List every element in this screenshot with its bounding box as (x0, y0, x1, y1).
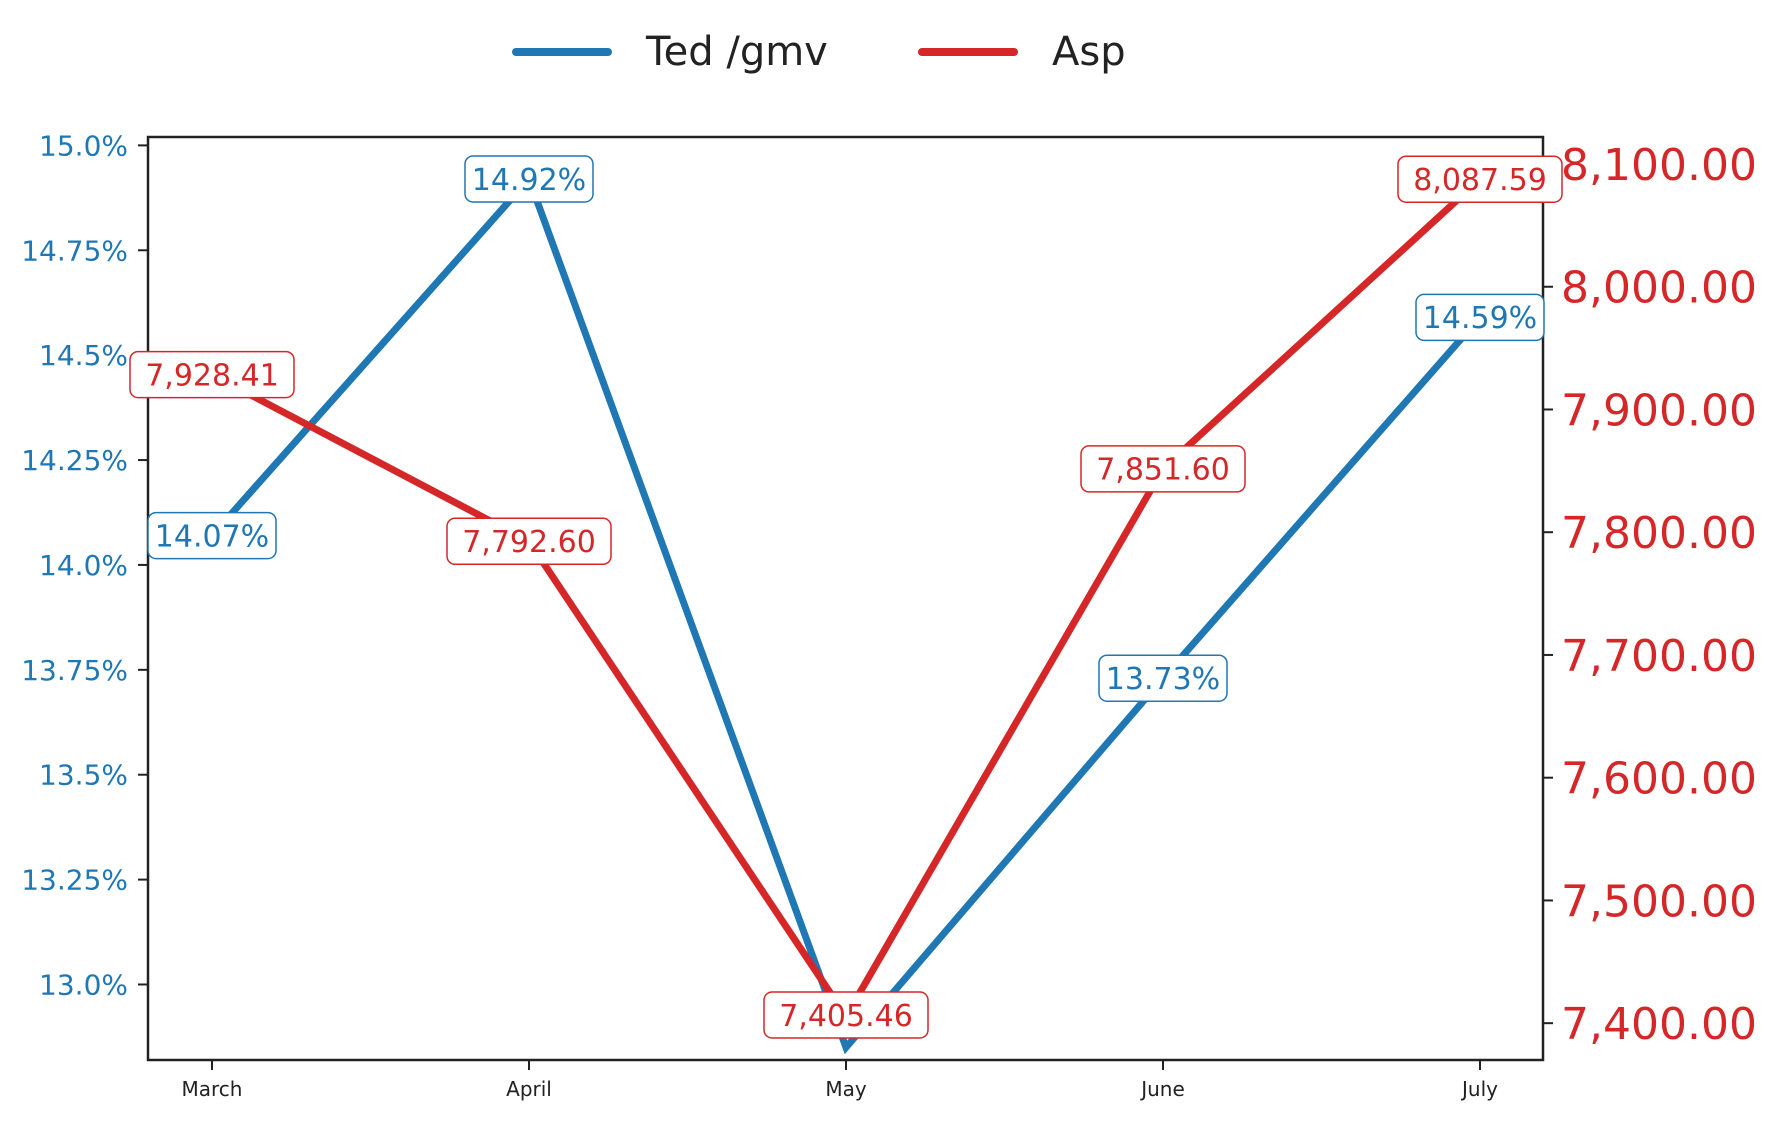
data-label-ted-gmv: 14.92% (464, 155, 594, 203)
right-axis-tick-label: 7,900.00 (1561, 385, 1757, 436)
left-axis-tick-label: 13.5% (39, 759, 128, 792)
right-axis-tick-label: 7,600.00 (1561, 754, 1757, 805)
data-label-asp: 7,405.46 (763, 991, 929, 1039)
left-axis-tick-label: 13.75% (21, 654, 128, 687)
x-axis-tick-label: March (182, 1077, 243, 1101)
legend: Ted /gmv Asp (0, 22, 1772, 82)
series-line-0 (209, 172, 1483, 1055)
data-label-asp: 7,851.60 (1080, 445, 1246, 493)
data-label-ted-gmv-box (464, 155, 594, 203)
data-label-asp-text: 7,851.60 (1096, 453, 1230, 488)
left-axis-tick-label: 14.5% (39, 339, 128, 372)
data-label-ted-gmv-box (1098, 654, 1228, 702)
data-label-asp-box (763, 991, 929, 1039)
data-label-ted-gmv-box (1415, 293, 1545, 342)
legend-label-ted-gmv: Ted /gmv (646, 29, 828, 75)
data-label-ted-gmv: 13.73% (1098, 654, 1228, 702)
legend-item-asp: Asp (918, 22, 1126, 82)
data-label-asp-text: 8,087.59 (1413, 163, 1547, 198)
data-label-asp-box (129, 350, 295, 399)
data-label-asp-box (446, 517, 612, 566)
left-axis-tick-label: 14.25% (21, 444, 128, 477)
legend-item-ted-gmv: Ted /gmv (512, 22, 828, 82)
data-label-asp: 7,928.41 (129, 350, 295, 399)
data-label-ted-gmv-box (147, 511, 277, 560)
x-axis-tick-label: June (1139, 1077, 1185, 1101)
x-axis-tick-label: May (825, 1077, 867, 1101)
data-label-ted-gmv-text: 13.73% (1106, 662, 1220, 697)
left-axis-tick-label: 14.0% (39, 549, 128, 582)
data-label-asp-text: 7,405.46 (779, 999, 913, 1034)
data-label-ted-gmv-text: 14.59% (1423, 301, 1537, 336)
x-axis-tick-label: July (1460, 1077, 1498, 1101)
data-label-asp: 7,792.60 (446, 517, 612, 566)
right-axis-tick-label: 7,400.00 (1561, 999, 1757, 1050)
data-label-asp-box (1080, 445, 1246, 493)
data-label-asp-text: 7,928.41 (145, 358, 279, 393)
series-line-1 (210, 176, 1483, 1024)
data-label-ted-gmv-text: 14.92% (472, 163, 586, 198)
left-axis-tick-label: 13.0% (39, 968, 128, 1001)
x-axis-tick-label: April (506, 1077, 552, 1101)
data-label-asp-text: 7,792.60 (462, 525, 596, 560)
left-axis-tick-label: 13.25% (21, 864, 128, 897)
right-axis-tick-label: 7,500.00 (1561, 876, 1757, 927)
legend-swatch-asp (918, 48, 1018, 56)
right-axis-tick-label: 8,000.00 (1561, 263, 1757, 314)
right-axis-tick-label: 7,700.00 (1561, 631, 1757, 682)
plot-frame (146, 135, 1545, 1062)
legend-swatch-ted-gmv (512, 48, 612, 56)
data-label-ted-gmv: 14.59% (1415, 293, 1545, 342)
data-label-ted-gmv-text: 14.07% (155, 519, 269, 554)
legend-label-asp: Asp (1052, 29, 1126, 75)
right-axis-tick-label: 8,100.00 (1561, 140, 1757, 191)
right-axis-tick-label: 7,800.00 (1561, 508, 1757, 559)
data-label-asp-box (1397, 155, 1563, 203)
left-axis-tick-label: 15.0% (39, 129, 128, 162)
data-label-asp: 8,087.59 (1397, 155, 1563, 203)
data-label-ted-gmv: 14.07% (147, 511, 277, 560)
left-axis-tick-label: 14.75% (21, 234, 128, 267)
